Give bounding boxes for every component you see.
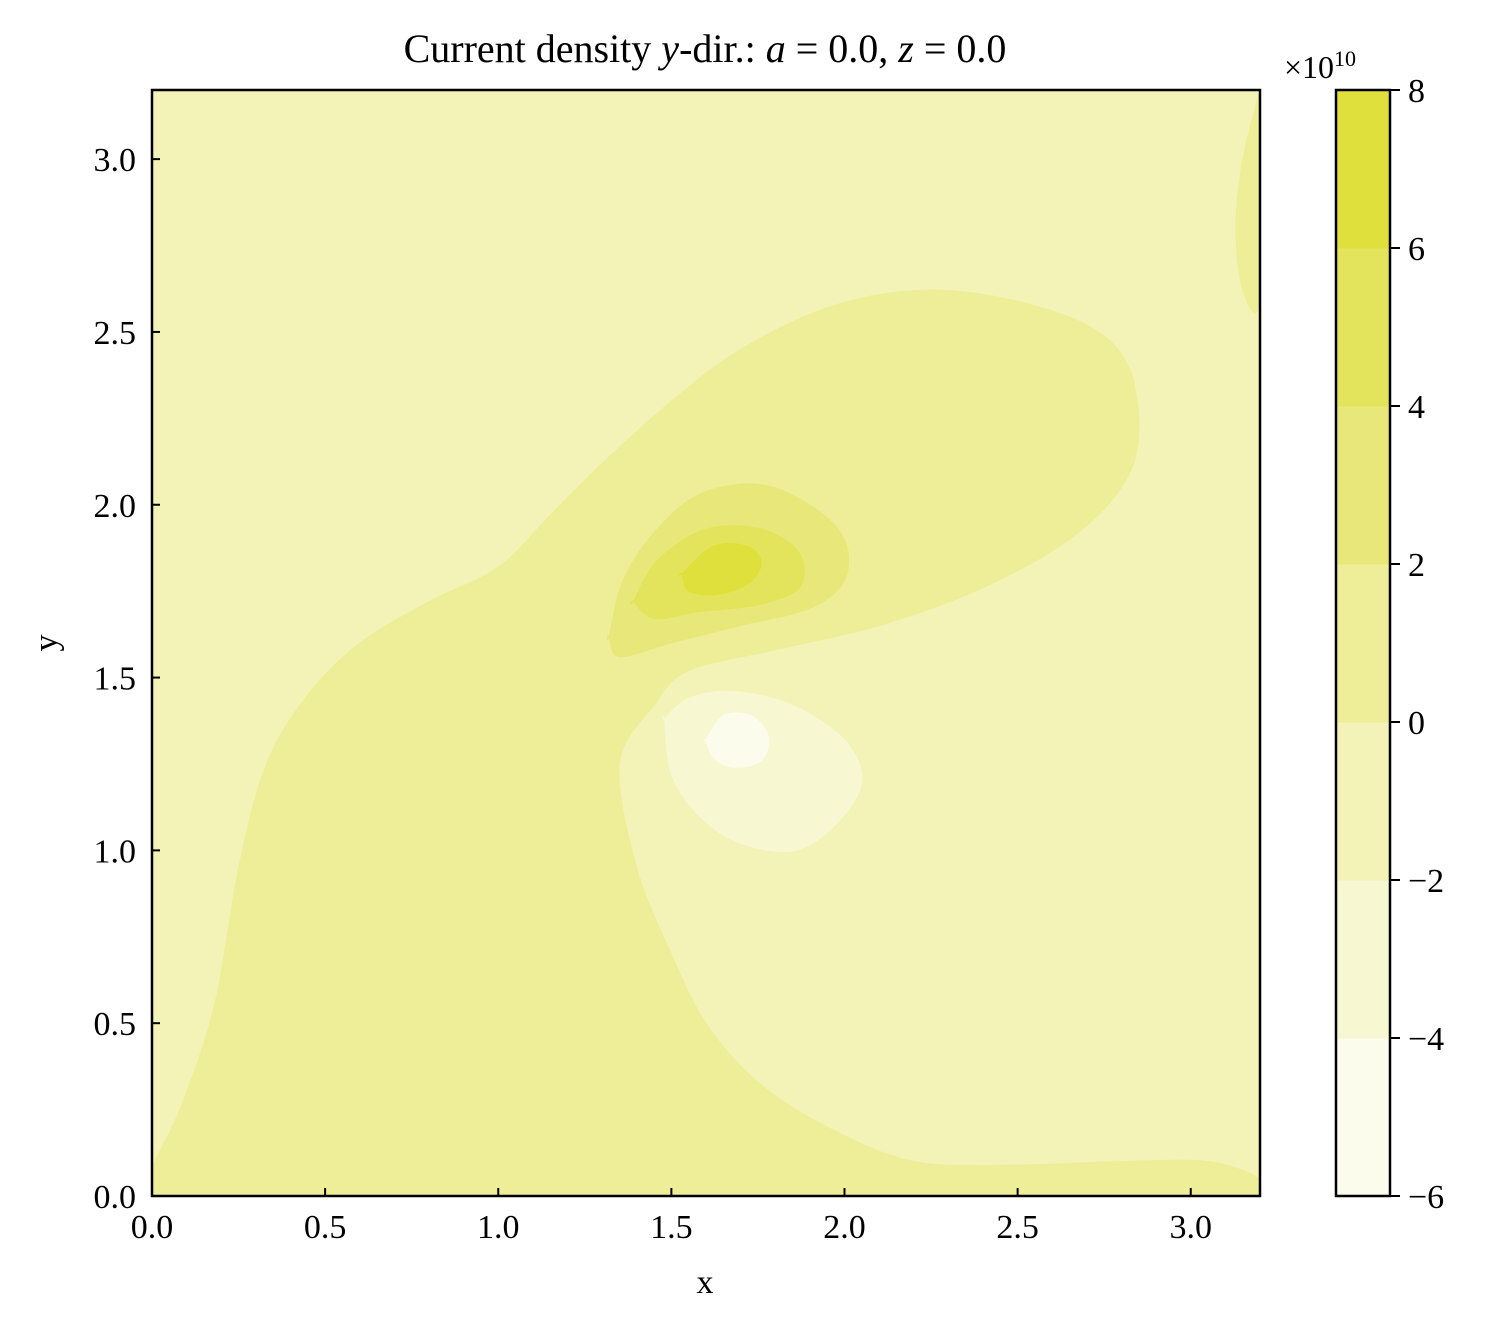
colorbar-tick-label: 6 — [1408, 231, 1425, 268]
colorbar-tick-label: 0 — [1408, 705, 1425, 742]
contour-region — [704, 712, 770, 768]
y-axis-label: y — [28, 635, 65, 652]
x-tick-label: 1.5 — [650, 1209, 693, 1246]
y-tick-label: 0.5 — [94, 1006, 137, 1043]
plot-frame — [150, 88, 1262, 1198]
x-axis-label: x — [697, 1264, 714, 1301]
x-tick-label: 2.5 — [996, 1209, 1039, 1246]
colorbar-tick-label: 2 — [1408, 547, 1425, 584]
title-part: = 0.0, — [786, 26, 899, 71]
y-tick-label: 2.5 — [94, 315, 137, 352]
colorbar-band — [1336, 1038, 1390, 1197]
y-tick-label: 0.0 — [94, 1179, 137, 1216]
x-axis-ticks: 0.0 0.5 1.0 1.5 2.0 2.5 3.0 — [131, 1188, 1212, 1246]
colorbar-ticks: −6 −4 −2 0 2 4 6 8 — [1390, 73, 1444, 1216]
colorbar-tick-label: −6 — [1408, 1179, 1444, 1216]
title-part: a — [766, 26, 786, 71]
title-part: z — [897, 26, 914, 71]
x-tick-label: 1.0 — [477, 1209, 520, 1246]
colorbar-band — [1336, 722, 1390, 881]
y-tick-label: 2.0 — [94, 488, 137, 525]
contour-plot-area — [152, 90, 1260, 1196]
title-part: y — [657, 26, 679, 71]
y-tick-label: 1.5 — [94, 661, 137, 698]
contour-region — [678, 542, 762, 596]
x-tick-label: 2.0 — [823, 1209, 866, 1246]
colorbar-tick-label: −2 — [1408, 863, 1444, 900]
colorbar — [1336, 90, 1390, 1197]
colorbar-band — [1336, 406, 1390, 565]
colorbar-tick-label: −4 — [1408, 1021, 1444, 1058]
colorbar-band — [1336, 880, 1390, 1039]
y-tick-label: 1.0 — [94, 833, 137, 870]
colorbar-band — [1336, 564, 1390, 723]
title-part: Current density — [404, 26, 662, 71]
contour-region — [152, 289, 1260, 1196]
y-axis-ticks: 0.0 0.5 1.0 1.5 2.0 2.5 3.0 — [94, 142, 160, 1216]
title-part: = 0.0 — [914, 26, 1007, 71]
colorbar-multiplier: ×1010 — [1284, 46, 1356, 85]
colorbar-frame — [1334, 88, 1392, 1198]
colorbar-band — [1336, 90, 1390, 249]
title-part: -dir.: — [679, 26, 766, 71]
y-tick-label: 3.0 — [94, 142, 137, 179]
colorbar-tick-label: 4 — [1408, 389, 1425, 426]
colorbar-tick-label: 8 — [1408, 73, 1425, 110]
x-tick-label: 3.0 — [1170, 1209, 1213, 1246]
x-tick-label: 0.5 — [304, 1209, 347, 1246]
chart-title: Current density y-dir.: a = 0.0, z = 0.0 — [404, 26, 1007, 71]
colorbar-band — [1336, 248, 1390, 407]
x-tick-label: 0.0 — [131, 1209, 174, 1246]
